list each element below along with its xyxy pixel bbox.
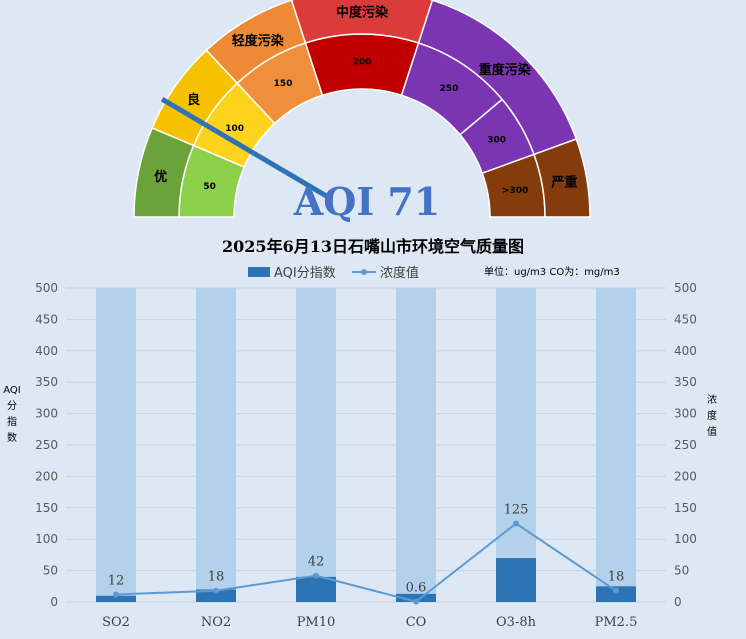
concentration-data-label: 18 [608, 570, 625, 585]
y-tick-label-right: 250 [674, 438, 697, 452]
y-tick-label-left: 350 [35, 375, 58, 389]
y-tick-label-right: 350 [674, 375, 697, 389]
aqi-bar [296, 576, 336, 602]
aqi-bar [396, 593, 436, 602]
y-tick-label-left: 250 [35, 438, 58, 452]
y-tick-label-right: 150 [674, 501, 697, 515]
aqi-chart: 0 0 50 50 100 100 150 150 200 200 250 250 300 300 350 3… [3, 265, 717, 630]
y-tick-label-left: 150 [35, 501, 58, 515]
y-tick-label-right: 500 [674, 281, 697, 295]
concentration-data-label: 0.6 [406, 581, 427, 596]
background-bar [396, 288, 436, 602]
legend-swatch-dot [361, 269, 367, 275]
aqi-bar [596, 586, 636, 602]
aqi-bar [196, 589, 236, 602]
gauge-needle [160, 97, 329, 199]
background-bar [96, 288, 136, 602]
y-axis-label-right: 浓度值 [707, 394, 717, 438]
x-tick-label: CO [406, 615, 427, 630]
y-tick-label-left: 0 [50, 595, 58, 609]
concentration-line [115, 522, 617, 603]
gauge-band-label: 严重 [550, 174, 577, 190]
aqi-value-text: AQI 71 [293, 179, 440, 224]
background-bar [496, 288, 536, 602]
y-tick-label-right: 400 [674, 344, 697, 358]
gauge-value-label: >300 [502, 186, 528, 196]
gauge-band-label: 优 [154, 169, 167, 185]
y-tick-label-right: 200 [674, 469, 697, 483]
legend-label-bar: AQI分指数 [274, 266, 336, 281]
gauge-value-label: 150 [274, 79, 293, 89]
concentration-point [313, 572, 319, 579]
y-tick-label-left: 450 [35, 312, 58, 326]
y-tick-label-left: 500 [35, 281, 58, 295]
legend-label-line: 浓度值 [380, 265, 419, 281]
gauge-value-label: 250 [440, 84, 459, 94]
y-tick-label-right: 100 [674, 532, 697, 546]
background-bar [596, 288, 636, 602]
concentration-point [413, 598, 419, 605]
gauge-outer-segment [533, 138, 591, 218]
concentration-point [113, 591, 119, 598]
gauge-value-label: 200 [353, 58, 372, 68]
gauge-band-label: 重度污染 [479, 62, 532, 78]
x-tick-label: PM10 [297, 615, 336, 630]
concentration-data-label: 18 [208, 570, 225, 585]
gauge-band-label: 良 [187, 92, 200, 108]
concentration-data-label: 42 [308, 555, 325, 570]
background-bar [296, 288, 336, 602]
x-tick-label: O3-8h [496, 615, 537, 630]
gauge-band-label: 轻度污染 [232, 33, 285, 49]
aqi-bar [96, 595, 136, 602]
chart-title: 2025年6月13日石嘴山市环境空气质量图 [222, 237, 524, 256]
concentration-data-label: 12 [108, 573, 125, 588]
x-tick-label: NO2 [201, 615, 231, 630]
unit-note: 单位：ug/m3 CO为：mg/m3 [484, 265, 620, 278]
legend-swatch-bar [248, 267, 270, 277]
y-tick-label-left: 400 [35, 344, 58, 358]
gauge-band-label: 中度污染 [336, 5, 389, 21]
gauge-value-label: 100 [225, 124, 244, 134]
y-axis-label-left: AQI 分指数 [3, 385, 21, 444]
x-tick-label: PM2.5 [595, 615, 638, 630]
y-tick-label-left: 100 [35, 532, 58, 546]
y-tick-label-right: 300 [674, 407, 697, 421]
x-tick-label: SO2 [102, 615, 130, 630]
y-tick-label-right: 0 [674, 595, 682, 609]
gauge-value-label: 300 [487, 135, 506, 145]
y-tick-label-right: 450 [674, 312, 697, 326]
aqi-bar [496, 558, 536, 602]
gauge-value-label: 50 [203, 182, 216, 192]
concentration-point [513, 520, 519, 527]
concentration-point [613, 587, 619, 594]
legend: AQI分指数 浓度值 [248, 265, 419, 281]
y-tick-label-right: 50 [674, 564, 689, 578]
y-tick-label-left: 50 [43, 564, 58, 578]
y-tick-label-left: 300 [35, 407, 58, 421]
y-tick-label-left: 200 [35, 469, 58, 483]
concentration-point [213, 587, 219, 594]
concentration-data-label: 125 [504, 503, 529, 518]
background-bar [196, 288, 236, 602]
